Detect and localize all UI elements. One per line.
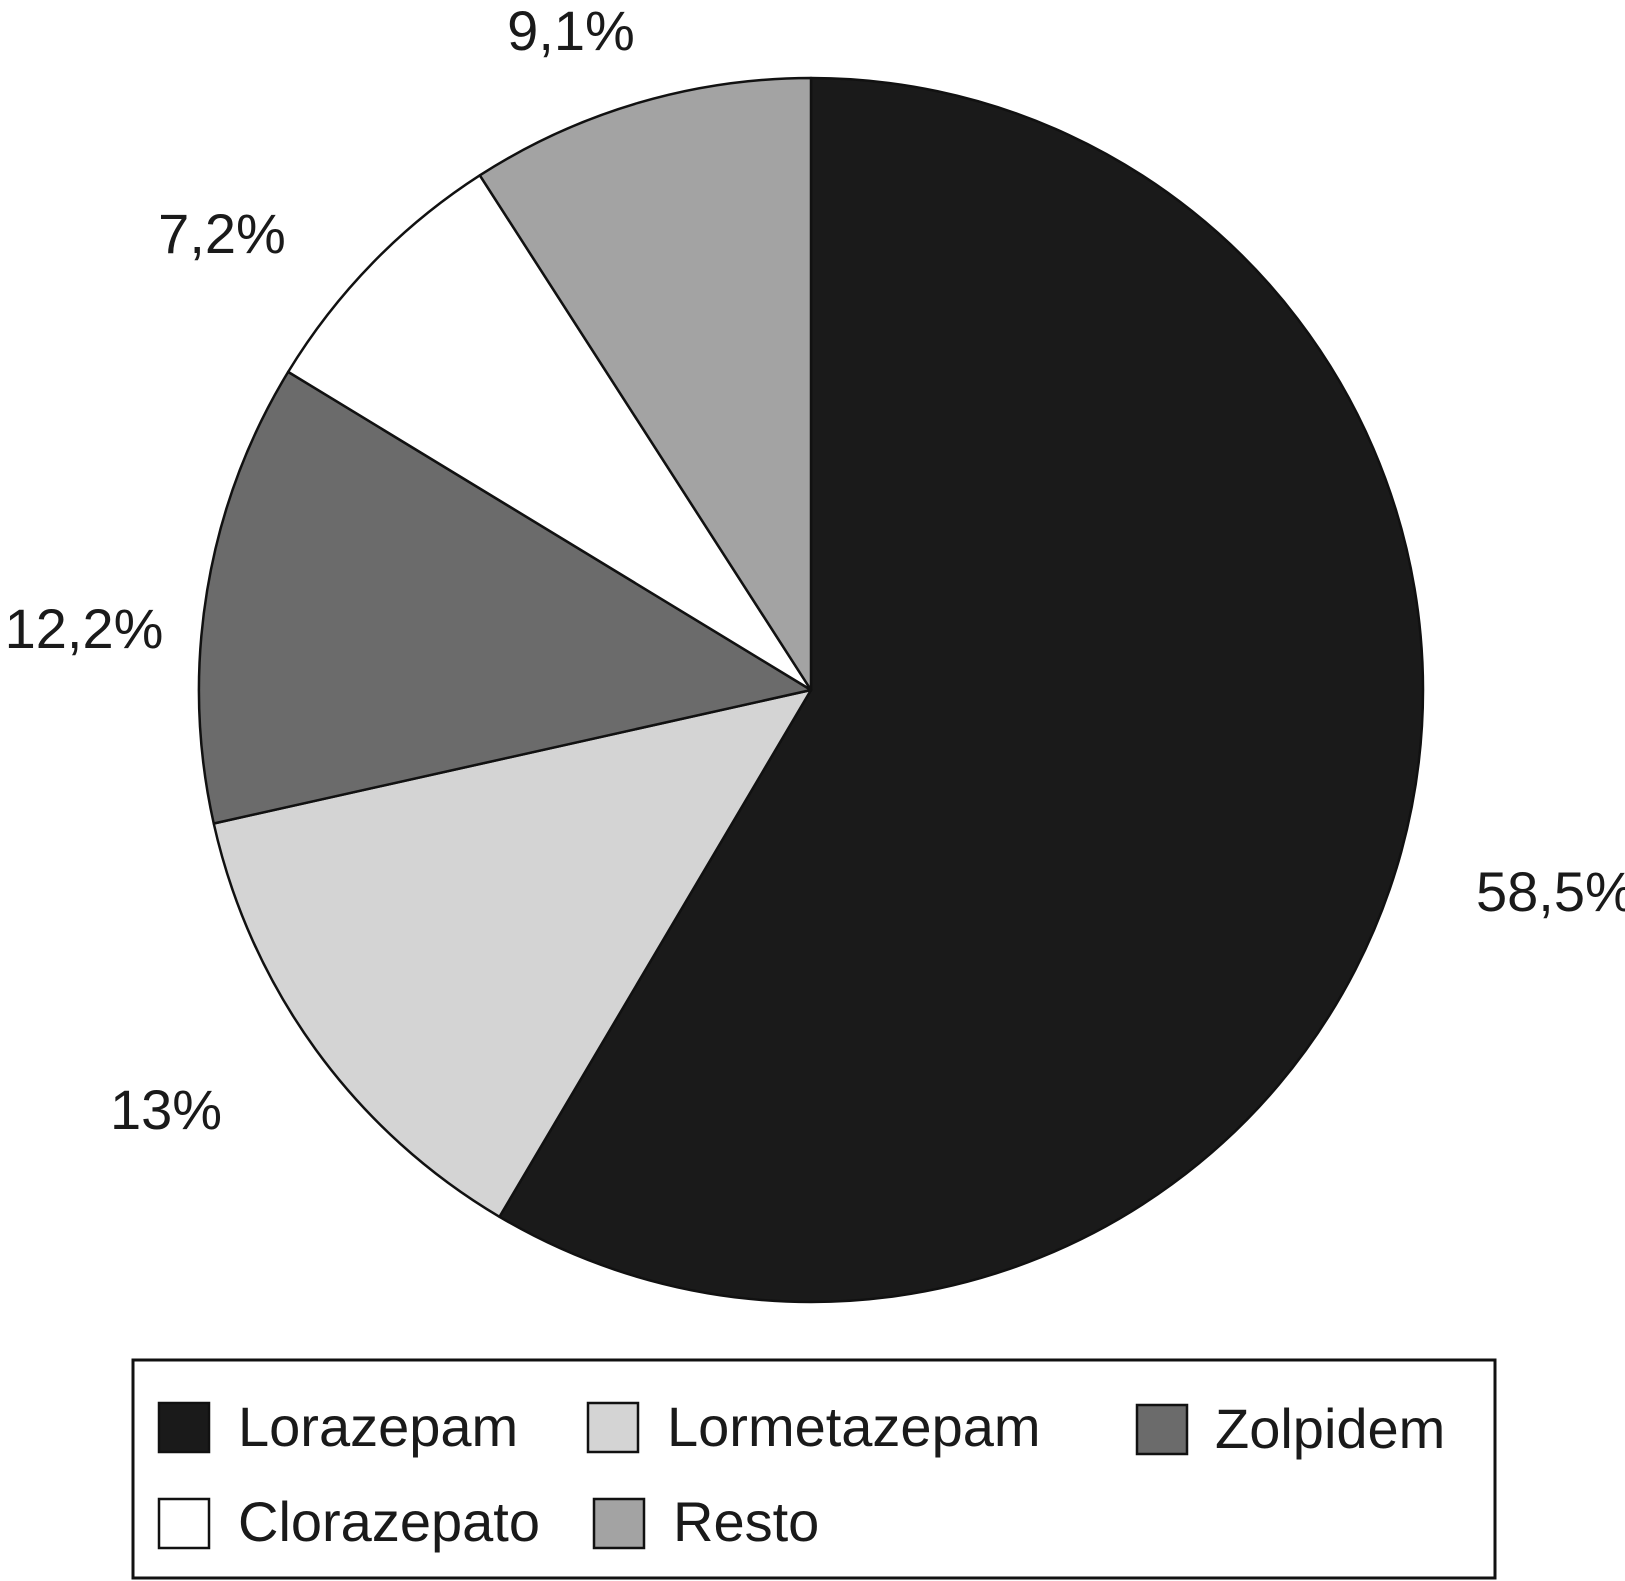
pie-slices <box>197 76 1425 1304</box>
legend-swatch-resto <box>592 1497 646 1550</box>
legend-label-lorazepam: Lorazepam <box>238 1395 518 1458</box>
legend-swatch-lormetazepam <box>586 1401 640 1454</box>
legend-swatch-zolpidem <box>1135 1403 1189 1456</box>
legend-swatch-clorazepato <box>157 1497 211 1550</box>
legend-label-lormetazepam: Lormetazepam <box>667 1395 1041 1458</box>
slice-label-lorazepam: 58,5% <box>1476 860 1625 923</box>
pie-slice-zolpidem <box>197 370 813 825</box>
pie-percentage-labels: 58,5% 13% 12,2% 7,2% 9,1% <box>5 0 1625 1141</box>
legend-swatch-lorazepam <box>157 1401 211 1454</box>
pie-slice-resto <box>478 76 813 692</box>
legend-label-clorazepato: Clorazepato <box>238 1490 540 1553</box>
slice-label-resto: 9,1% <box>507 0 635 62</box>
slice-label-lormetazepam: 13% <box>110 1078 222 1141</box>
pie-slice-lorazepam <box>498 76 1425 1304</box>
pie-slice-clorazepato <box>286 174 813 692</box>
slice-label-clorazepato: 7,2% <box>158 202 286 265</box>
legend-label-zolpidem: Zolpidem <box>1215 1397 1445 1460</box>
legend-frame <box>131 1358 1497 1580</box>
pie-slice-lormetazepam <box>212 688 813 1219</box>
slice-label-zolpidem: 12,2% <box>5 597 164 660</box>
legend: Lorazepam Lormetazepam Zolpidem Clorazep… <box>131 1358 1497 1580</box>
legend-label-resto: Resto <box>673 1490 819 1553</box>
